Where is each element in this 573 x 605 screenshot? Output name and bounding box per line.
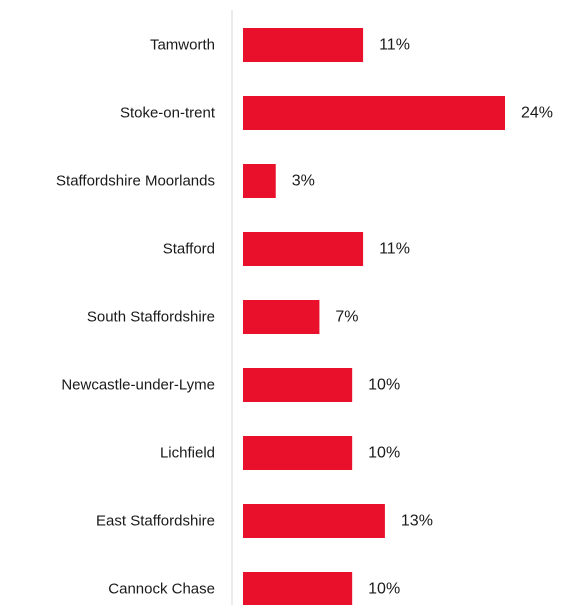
category-label-newcastle-under-lyme: Newcastle-under-Lyme xyxy=(61,377,215,394)
value-label-south-staffordshire: 7% xyxy=(335,309,358,326)
category-label-cannock-chase: Cannock Chase xyxy=(108,581,215,598)
bar-tamworth xyxy=(243,28,364,62)
bar-stafford xyxy=(243,232,364,266)
bar-cannock-chase xyxy=(243,572,353,605)
category-label-staffordshire-moorlands: Staffordshire Moorlands xyxy=(56,173,215,190)
bar-east-staffordshire xyxy=(243,504,385,538)
value-label-tamworth: 11% xyxy=(379,37,410,54)
bar-stoke-on-trent xyxy=(243,96,505,130)
bar-series: Tamworth 11% Stoke-on-trent 24% Staffordshir… xyxy=(56,28,553,605)
category-label-east-staffordshire: East Staffordshire xyxy=(96,513,215,530)
category-label-south-staffordshire: South Staffordshire xyxy=(87,309,215,326)
value-label-cannock-chase: 10% xyxy=(368,581,400,598)
bar-south-staffordshire xyxy=(243,300,320,334)
value-label-east-staffordshire: 13% xyxy=(401,513,433,530)
bar-newcastle-under-lyme xyxy=(243,368,353,402)
value-label-lichfield: 10% xyxy=(368,445,400,462)
value-label-stoke-on-trent: 24% xyxy=(521,105,553,122)
value-label-staffordshire-moorlands: 3% xyxy=(292,173,315,190)
value-label-stafford: 11% xyxy=(379,241,410,258)
category-label-stoke-on-trent: Stoke-on-trent xyxy=(120,105,216,122)
value-label-newcastle-under-lyme: 10% xyxy=(368,377,400,394)
category-label-lichfield: Lichfield xyxy=(160,445,215,462)
category-label-stafford: Stafford xyxy=(163,241,215,258)
bar-lichfield xyxy=(243,436,353,470)
category-label-tamworth: Tamworth xyxy=(150,37,215,54)
bar-staffordshire-moorlands xyxy=(243,164,276,198)
